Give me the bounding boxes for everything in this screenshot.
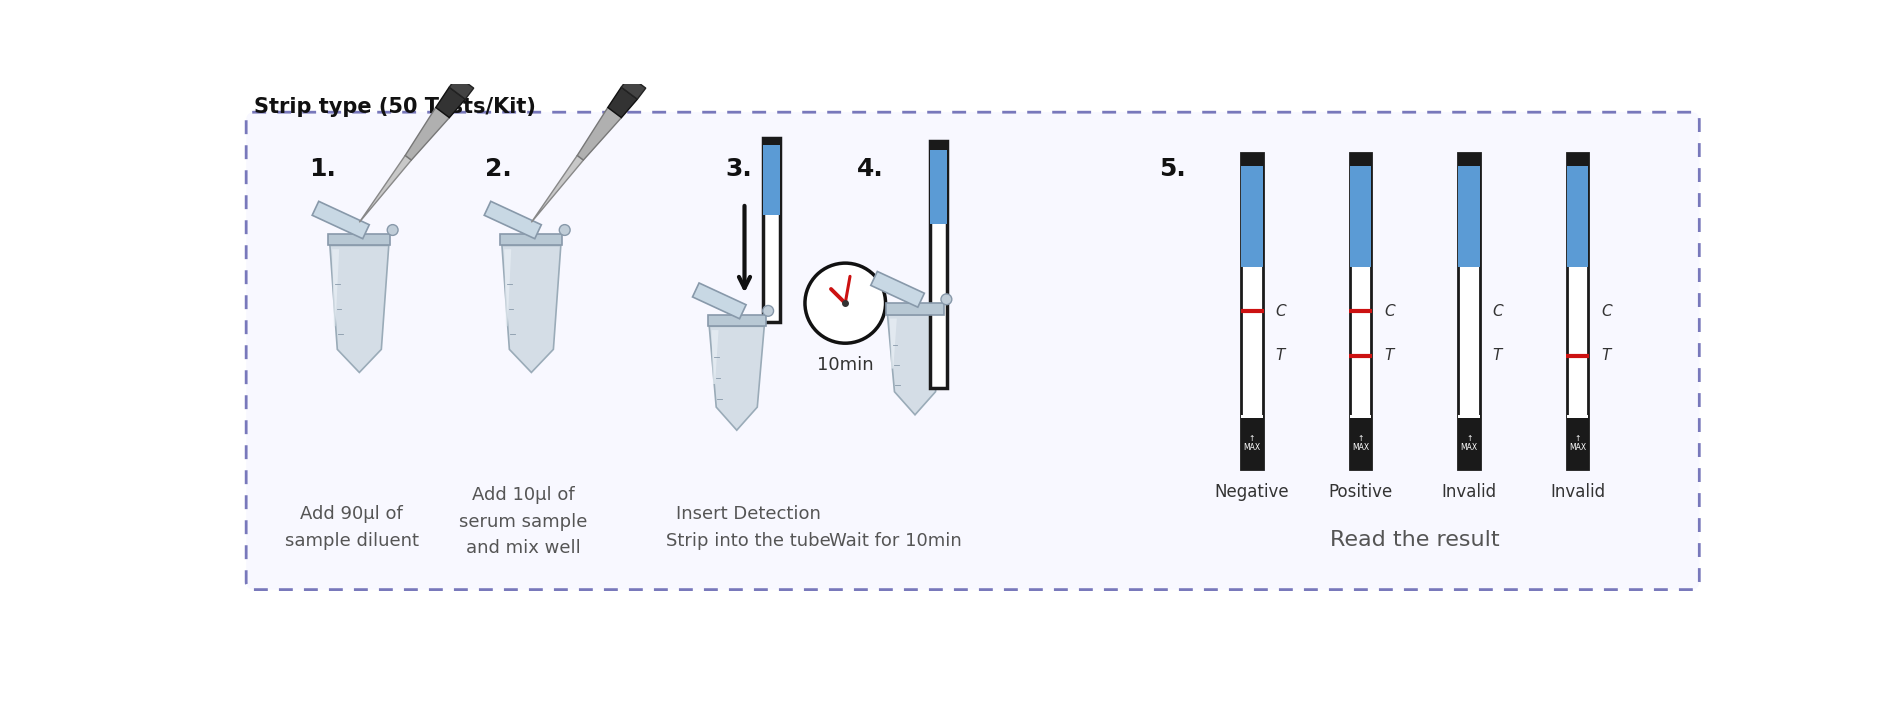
- Polygon shape: [502, 246, 561, 372]
- Text: Strip type (50 Tests/Kit): Strip type (50 Tests/Kit): [254, 96, 536, 117]
- Text: C: C: [1383, 303, 1395, 319]
- Polygon shape: [332, 249, 339, 326]
- Bar: [1459, 415, 1480, 418]
- Bar: [1567, 153, 1588, 469]
- Polygon shape: [485, 201, 542, 239]
- Polygon shape: [887, 315, 942, 415]
- Bar: [1459, 153, 1480, 165]
- Bar: [500, 234, 563, 246]
- Bar: [1241, 153, 1262, 469]
- Polygon shape: [608, 87, 637, 118]
- Polygon shape: [578, 108, 622, 160]
- Text: T: T: [1275, 348, 1285, 363]
- Text: T: T: [1493, 348, 1501, 363]
- Circle shape: [762, 306, 773, 316]
- Bar: [1567, 165, 1588, 267]
- Polygon shape: [406, 108, 449, 160]
- Text: T: T: [1383, 348, 1393, 363]
- Bar: [707, 315, 766, 326]
- Bar: [1349, 418, 1372, 469]
- Polygon shape: [330, 246, 388, 372]
- Bar: [930, 150, 948, 224]
- Text: ↑
MAX: ↑ MAX: [1461, 434, 1478, 453]
- Circle shape: [942, 294, 951, 305]
- Polygon shape: [709, 326, 764, 430]
- Text: ↑
MAX: ↑ MAX: [1243, 434, 1260, 453]
- Bar: [764, 145, 781, 215]
- Bar: [1241, 418, 1262, 469]
- Text: C: C: [1275, 303, 1287, 319]
- Polygon shape: [436, 87, 466, 118]
- Bar: [1349, 165, 1372, 267]
- Text: Positive: Positive: [1328, 482, 1393, 501]
- Text: T: T: [1601, 348, 1611, 363]
- Bar: [764, 137, 781, 322]
- Bar: [1241, 415, 1262, 418]
- FancyBboxPatch shape: [246, 112, 1700, 590]
- Polygon shape: [622, 76, 646, 99]
- Text: 1.: 1.: [309, 157, 335, 181]
- Bar: [1349, 415, 1372, 418]
- Text: Wait for 10min: Wait for 10min: [830, 532, 963, 550]
- Bar: [1459, 418, 1480, 469]
- Bar: [1567, 418, 1588, 469]
- Polygon shape: [891, 318, 896, 369]
- Text: Add 90μl of
sample diluent: Add 90μl of sample diluent: [284, 505, 419, 550]
- Text: 3.: 3.: [726, 157, 752, 181]
- Bar: [887, 303, 944, 315]
- Text: ↑
MAX: ↑ MAX: [1351, 434, 1370, 453]
- Polygon shape: [872, 272, 925, 307]
- Text: Invalid: Invalid: [1442, 482, 1497, 501]
- Polygon shape: [692, 283, 747, 319]
- Bar: [1241, 165, 1262, 267]
- Bar: [1241, 153, 1262, 165]
- Polygon shape: [360, 156, 411, 222]
- Circle shape: [805, 263, 885, 344]
- Text: Read the result: Read the result: [1330, 529, 1499, 550]
- Bar: [328, 234, 390, 246]
- Bar: [1459, 165, 1480, 267]
- Text: Negative: Negative: [1215, 482, 1289, 501]
- Bar: [1349, 153, 1372, 469]
- Text: 5.: 5.: [1160, 157, 1186, 181]
- Bar: [930, 142, 948, 388]
- Bar: [764, 137, 781, 145]
- Polygon shape: [449, 76, 474, 99]
- Circle shape: [387, 225, 398, 235]
- Bar: [1567, 415, 1588, 418]
- Bar: [1567, 153, 1588, 165]
- Bar: [930, 142, 948, 150]
- Text: Insert Detection
Strip into the tube: Insert Detection Strip into the tube: [665, 505, 830, 550]
- Text: 2.: 2.: [485, 157, 512, 181]
- Text: 10min: 10min: [817, 356, 874, 374]
- Polygon shape: [504, 249, 512, 326]
- Text: C: C: [1601, 303, 1611, 319]
- Text: C: C: [1493, 303, 1503, 319]
- Circle shape: [559, 225, 570, 235]
- Polygon shape: [313, 201, 370, 239]
- Text: Add 10μl of
serum sample
and mix well: Add 10μl of serum sample and mix well: [459, 486, 587, 558]
- Polygon shape: [531, 156, 584, 222]
- Text: ↑
MAX: ↑ MAX: [1569, 434, 1586, 453]
- Text: 4.: 4.: [857, 157, 883, 181]
- Bar: [1349, 153, 1372, 165]
- Polygon shape: [711, 330, 718, 384]
- Bar: [1459, 153, 1480, 469]
- Text: Invalid: Invalid: [1550, 482, 1605, 501]
